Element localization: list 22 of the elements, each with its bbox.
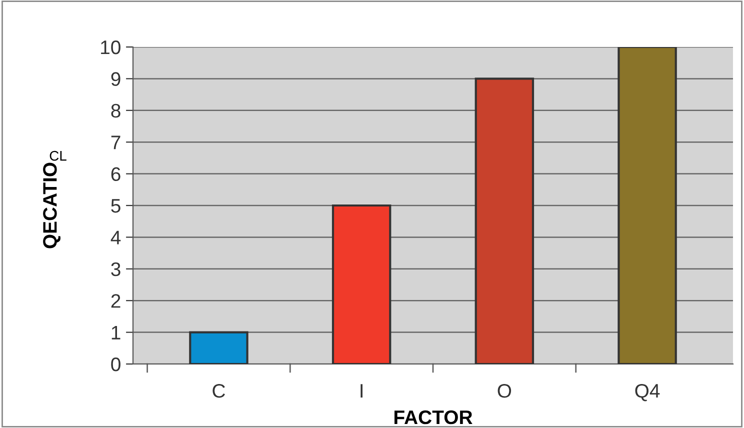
y-tick-label: 2 [111, 294, 120, 308]
y-tick-label: 7 [111, 136, 120, 150]
y-axis-title: QECATIO [43, 162, 60, 248]
x-axis-title: FACTOR [394, 410, 472, 424]
x-tick-label: O [498, 384, 512, 398]
y-tick-label: 8 [111, 104, 120, 118]
y-tick-label: 10 [101, 40, 120, 54]
text: CL [50, 150, 66, 161]
bar [189, 331, 248, 364]
y-tick-label: 6 [111, 167, 120, 182]
y-tick-label: 5 [111, 199, 120, 213]
y-tick-label: 0 [111, 357, 120, 372]
y-tick-label: 1 [112, 326, 120, 340]
y-tick-label: 3 [111, 262, 120, 276]
bar [474, 78, 534, 364]
y-tick-label: 4 [110, 230, 121, 244]
bar [618, 47, 677, 364]
x-tick-label: Q4 [635, 384, 660, 402]
x-tick-label: C [212, 384, 225, 398]
x-tick-label: I [360, 384, 362, 398]
bar [332, 204, 392, 364]
y-tick-label: 9 [111, 72, 120, 86]
